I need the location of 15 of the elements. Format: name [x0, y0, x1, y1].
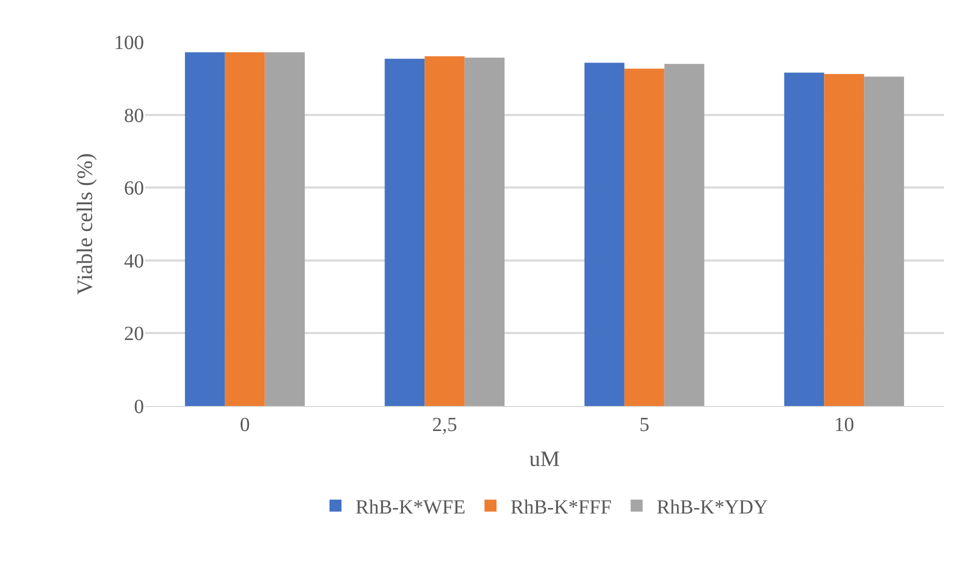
y-axis-title: Viable cells (%) — [72, 153, 97, 295]
x-tick-label: 5 — [639, 414, 650, 436]
y-tick-label: 20 — [124, 323, 144, 346]
y-tick-label: 100 — [114, 32, 144, 54]
y-tick-label: 80 — [124, 104, 144, 127]
x-tick-label: 0 — [240, 414, 250, 436]
y-tick-label: 0 — [134, 396, 144, 418]
x-axis-title: uM — [529, 446, 560, 471]
legend-label: RhB-K*WFE — [356, 496, 466, 518]
x-tick-label: 2,5 — [432, 414, 458, 436]
legend-label: RhB-K*FFF — [510, 496, 612, 518]
legend-label: RhB-K*YDY — [656, 496, 768, 518]
y-tick-label: 40 — [124, 250, 144, 272]
x-tick-label: 10 — [834, 414, 854, 436]
y-tick-label: 60 — [124, 178, 144, 200]
